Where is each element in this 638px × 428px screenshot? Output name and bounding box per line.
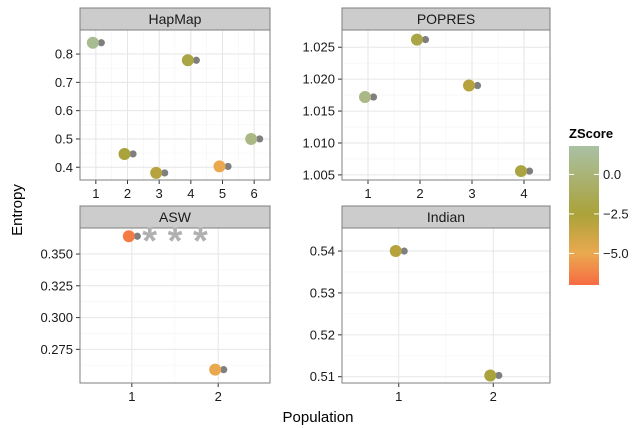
reference-point [473, 81, 482, 90]
y-tick-label: 0.325 [40, 278, 73, 293]
legend-tick-label: 0.0 [603, 167, 621, 182]
reference-point [97, 39, 105, 47]
y-tick-label: 0.53 [310, 285, 335, 300]
y-tick-label: 1.005 [302, 167, 335, 182]
y-tick-label: 0.5 [55, 131, 73, 146]
panel-border [341, 29, 551, 181]
legend-tick-label: −5.0 [603, 246, 629, 261]
data-point [181, 54, 194, 67]
x-tick-label: 1 [395, 389, 402, 404]
data-point [484, 369, 497, 382]
y-tick-label: 1.010 [302, 135, 335, 150]
legend-title: ZScore [569, 126, 613, 141]
data-point [411, 33, 423, 46]
x-tick-label: 1 [128, 389, 135, 404]
y-tick-label: 0.54 [310, 244, 335, 259]
reference-point [224, 162, 232, 171]
x-tick-label: 3 [156, 186, 163, 201]
strip-label: HapMap [149, 11, 202, 27]
x-tick-label: 2 [124, 186, 131, 201]
reference-point [256, 135, 264, 143]
data-point [245, 132, 258, 145]
y-tick-label: 1.015 [302, 104, 335, 119]
y-tick-label: 0.350 [40, 247, 73, 262]
panel-border [79, 29, 271, 181]
x-tick-label: 2 [490, 389, 497, 404]
panel-asw: ASW 0.275 0.300 0.325 0.350 1 2 * * * [40, 205, 271, 404]
legend-tick-label: −2.5 [603, 206, 629, 221]
strip-label: POPRES [417, 11, 475, 27]
y-tick-label: 0.6 [55, 103, 73, 118]
x-tick-label: 2 [416, 186, 423, 201]
reference-point [400, 247, 408, 255]
x-tick-label: 6 [251, 186, 258, 201]
panel-popres: POPRES 1.005 1.010 1.015 1.020 1.025 1 2 3 4 [302, 7, 551, 201]
strip-label: ASW [159, 209, 192, 225]
zscore-legend: ZScore 0.0 −2.5 −5.0 [569, 126, 629, 285]
significance-annotation: * * * [142, 220, 208, 262]
x-tick-label: 1 [92, 186, 99, 201]
y-tick-label: 0.8 [55, 47, 73, 62]
reference-point [129, 150, 137, 158]
y-axis-title: Entropy [9, 184, 26, 236]
data-point [463, 79, 475, 92]
y-tick-label: 0.4 [55, 160, 73, 175]
y-tick-label: 1.025 [302, 40, 335, 55]
panel-border [79, 227, 271, 384]
x-tick-label: 1 [364, 186, 371, 201]
reference-point [192, 56, 200, 64]
reference-point [495, 371, 503, 380]
reference-point [421, 35, 430, 44]
x-axis-title: Population [283, 409, 354, 426]
data-point [118, 147, 131, 160]
data-point [122, 230, 135, 243]
reference-point [525, 167, 534, 175]
y-tick-label: 0.51 [310, 369, 335, 384]
reference-point [369, 93, 378, 101]
data-point [515, 165, 527, 178]
panel-hapmap: HapMap 0.4 0.5 0.6 0.7 0.8 1 2 3 4 5 6 [55, 7, 271, 201]
x-tick-label: 2 [215, 389, 222, 404]
data-point [389, 245, 402, 258]
x-tick-label: 5 [219, 186, 226, 201]
x-tick-label: 3 [468, 186, 475, 201]
y-tick-label: 0.300 [40, 310, 73, 325]
strip-label: Indian [427, 209, 465, 225]
data-point [209, 363, 222, 376]
x-tick-label: 4 [520, 186, 527, 201]
colorbar [569, 146, 599, 285]
data-point [86, 36, 99, 49]
data-point [213, 160, 226, 173]
y-tick-label: 0.275 [40, 342, 73, 357]
data-point [150, 166, 163, 179]
y-tick-label: 1.020 [302, 72, 335, 87]
y-tick-label: 0.52 [310, 327, 335, 342]
x-tick-label: 4 [187, 186, 194, 201]
y-tick-label: 0.7 [55, 75, 73, 90]
reference-point [161, 169, 169, 177]
reference-point [133, 232, 141, 240]
panel-border [341, 227, 551, 384]
data-point [359, 91, 371, 104]
reference-point [220, 366, 228, 374]
panel-indian: Indian 0.51 0.52 0.53 0.54 1 2 [310, 205, 551, 404]
